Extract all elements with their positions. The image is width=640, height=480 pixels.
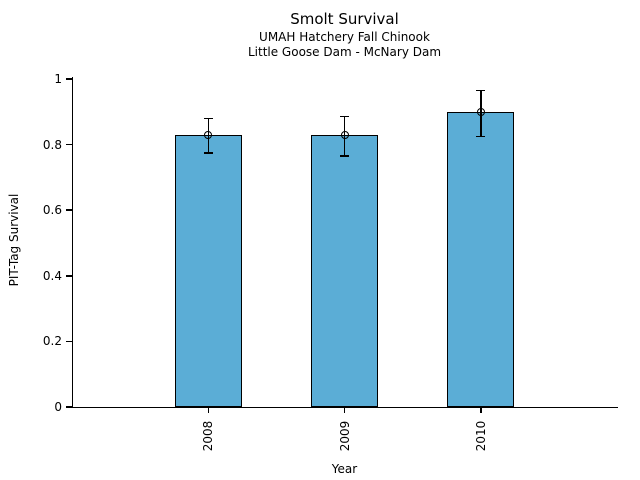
error-bar-cap-top-2008 [203, 117, 213, 120]
bar-2009 [311, 134, 378, 407]
error-bar-cap-bottom-2010 [476, 135, 486, 138]
error-bar-cap-bottom-2008 [203, 152, 213, 154]
x-tick-label: 2009 [337, 420, 352, 452]
x-tick-mark [480, 408, 482, 413]
error-bar-cap-bottom-2009 [340, 155, 349, 157]
y-tick-label: 0 [54, 400, 62, 414]
y-tick-mark [66, 209, 72, 211]
y-tick-label: 0.4 [42, 268, 62, 283]
x-tick-label: 2008 [201, 420, 216, 452]
point-marker-2009 [340, 130, 349, 139]
bar-2010 [447, 111, 515, 407]
point-marker-2010 [476, 107, 485, 116]
y-tick-mark [66, 143, 72, 146]
point-marker-2008 [204, 130, 213, 139]
chart-subtitle-line1: UMAH Hatchery Fall Chinook [259, 30, 430, 44]
x-tick-label: 2010 [473, 420, 488, 452]
error-bar-cap-top-2010 [476, 89, 486, 92]
y-tick-mark [66, 78, 72, 80]
y-tick-label: 1 [54, 71, 62, 86]
y-tick-mark [66, 340, 72, 343]
x-axis-label: Year [331, 462, 358, 476]
error-bar-cap-top-2009 [340, 115, 349, 118]
y-tick-mark [66, 275, 72, 277]
chart-subtitle-line2: Little Goose Dam - McNary Dam [247, 45, 442, 59]
x-tick-mark [207, 408, 209, 413]
x-tick-mark [343, 408, 346, 413]
y-tick-label: 0.6 [42, 203, 62, 218]
y-tick-mark [66, 406, 72, 408]
bar-2008 [174, 134, 242, 407]
chart-title: Smolt Survival [290, 10, 399, 28]
y-tick-label: 0.2 [42, 334, 62, 349]
plot-area [72, 77, 618, 408]
y-tick-label: 0.8 [42, 137, 62, 152]
